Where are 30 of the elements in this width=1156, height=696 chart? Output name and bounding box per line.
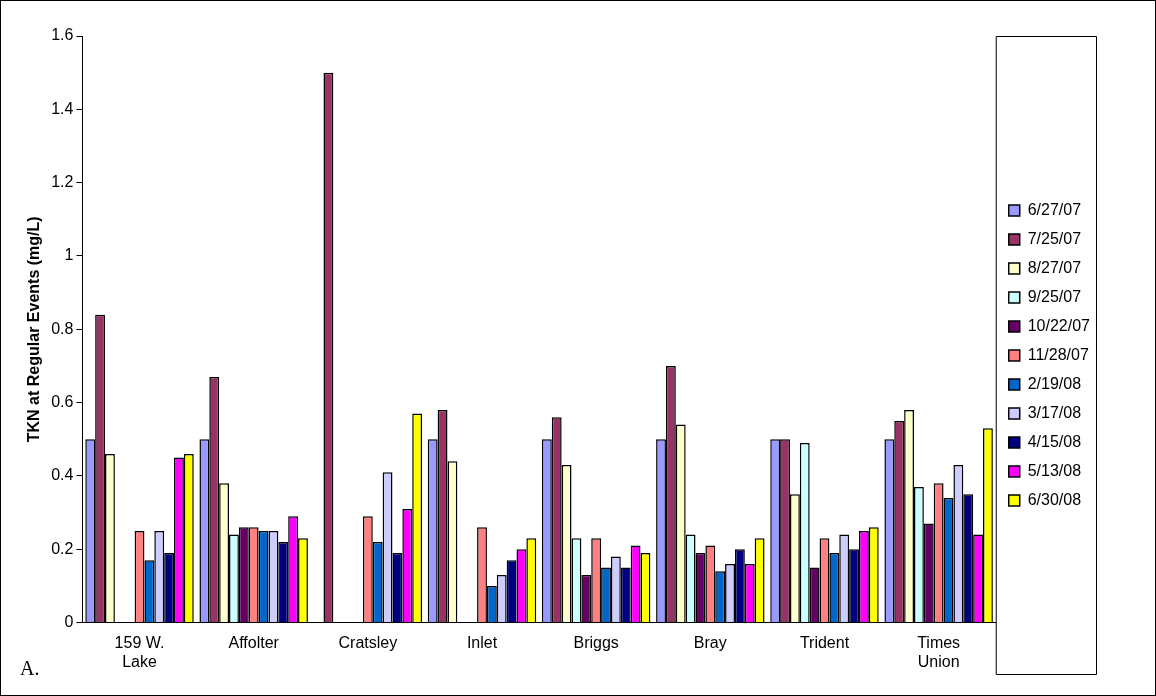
legend-label: 11/28/07: [1027, 345, 1089, 363]
x-tick-label: Trident: [799, 633, 850, 651]
legend-label: 4/15/08: [1027, 432, 1082, 450]
legend-label: 8/27/07: [1027, 258, 1082, 276]
x-tick-label: Affolter: [228, 633, 280, 651]
y-tick-label: 0.8: [51, 319, 74, 337]
legend-label: 5/13/08: [1027, 461, 1082, 479]
y-tick-label: 0: [64, 613, 74, 631]
legend-label: 6/30/08: [1027, 490, 1082, 508]
x-tick-label: 159 W. Lake: [114, 633, 165, 670]
y-tick-label: 1.4: [51, 99, 74, 117]
x-tick-label: Cratsley: [338, 633, 398, 651]
x-tick-label: Inlet: [466, 633, 498, 651]
legend-label: 10/22/07: [1027, 316, 1091, 334]
y-tick-label: 0.2: [51, 539, 74, 557]
x-tick-label: Bray: [693, 633, 727, 651]
legend-label: 7/25/07: [1027, 229, 1082, 247]
y-tick-label: 0.4: [51, 466, 74, 484]
y-axis-title: TKN at Regular Events (mg/L): [25, 216, 43, 443]
y-tick-label: 0.6: [51, 393, 74, 411]
y-tick-label: 1.6: [51, 26, 74, 44]
legend-label: 6/27/07: [1027, 200, 1082, 218]
legend-label: 2/19/08: [1027, 374, 1082, 392]
legend-label: 3/17/08: [1027, 403, 1082, 421]
x-tick-label: Times Union: [917, 633, 961, 670]
y-tick-label: 1: [64, 246, 74, 264]
legend-label: 9/25/07: [1027, 287, 1082, 305]
text: A.: [20, 657, 40, 679]
y-tick-label: 1.2: [51, 173, 74, 191]
x-tick-label: Briggs: [573, 633, 619, 651]
